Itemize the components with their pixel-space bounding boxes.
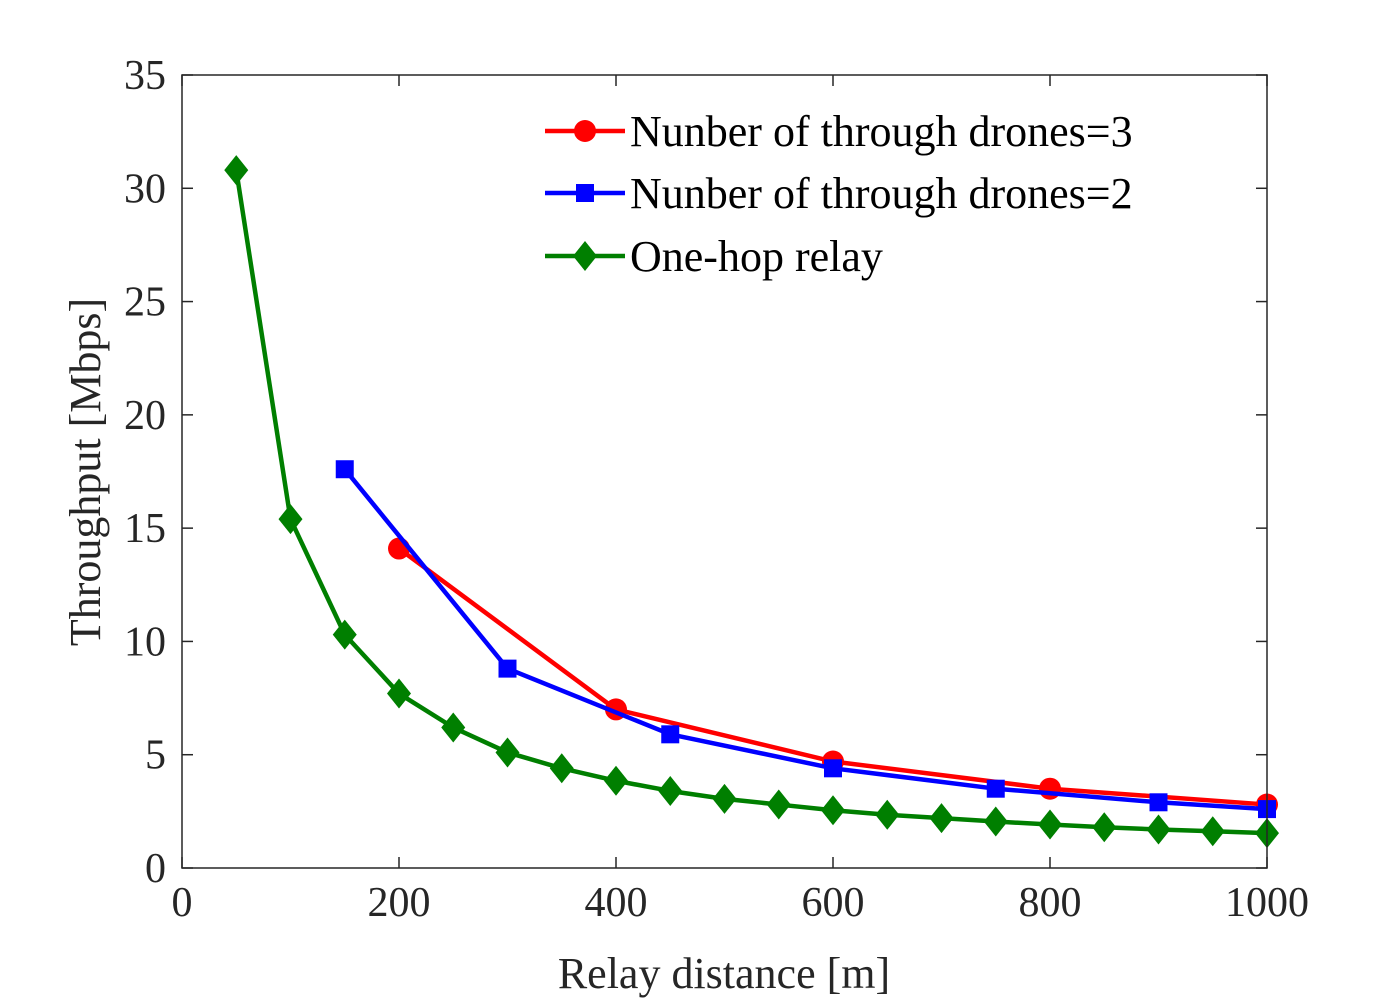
data-point xyxy=(332,619,357,650)
x-axis-title: Relay distance [m] xyxy=(558,949,890,998)
data-point xyxy=(604,765,628,796)
data-point xyxy=(986,779,1005,798)
legend-label: One-hop relay xyxy=(630,232,883,281)
data-point xyxy=(387,678,411,709)
x-tick-label: 600 xyxy=(802,880,865,926)
tick-labels: 0 200 400 600 800 1000 0 5 10 15 20 25 30 35 xyxy=(124,53,1309,926)
data-point xyxy=(495,737,520,768)
y-tick-label: 30 xyxy=(124,166,166,212)
data-point xyxy=(658,775,683,806)
y-tick-label: 5 xyxy=(145,733,166,779)
series-3 xyxy=(224,155,1279,849)
data-point xyxy=(549,753,574,784)
legend: Nunber of through drones=3 Nunber of thro… xyxy=(545,107,1133,281)
y-tick-label: 20 xyxy=(124,393,166,439)
legend-entry: Nunber of through drones=2 xyxy=(545,169,1133,218)
data-point xyxy=(929,803,954,834)
y-tick-label: 10 xyxy=(124,619,166,665)
data-point xyxy=(1038,809,1062,840)
data-point xyxy=(498,659,517,678)
x-tick-label: 0 xyxy=(172,880,193,926)
legend-label: Nunber of through drones=3 xyxy=(630,107,1133,156)
data-point xyxy=(1039,777,1061,800)
data-point xyxy=(824,759,842,778)
data-point xyxy=(278,504,303,535)
data-point xyxy=(1092,812,1117,843)
data-point xyxy=(766,789,791,820)
legend-marker xyxy=(574,120,596,142)
y-tick-label: 0 xyxy=(145,846,166,892)
x-tick-label: 400 xyxy=(585,880,648,926)
data-point xyxy=(1146,814,1171,845)
y-tick-label: 35 xyxy=(124,53,166,99)
legend-label: Nunber of through drones=2 xyxy=(630,169,1133,218)
data-point xyxy=(875,799,900,830)
x-tick-label: 200 xyxy=(368,880,431,926)
legend-entry: One-hop relay xyxy=(545,232,883,281)
y-axis-title: Throughput [Mbps] xyxy=(61,298,110,646)
legend-marker xyxy=(576,184,594,202)
data-point xyxy=(224,155,249,186)
data-point xyxy=(983,806,1008,837)
x-tick-label: 800 xyxy=(1019,880,1082,926)
series-layer xyxy=(224,155,1279,849)
series-2 xyxy=(335,460,1276,819)
x-tick-label: 1000 xyxy=(1225,880,1309,926)
axes-box xyxy=(181,74,1268,869)
legend-marker xyxy=(573,241,597,271)
data-point xyxy=(712,783,737,814)
data-point xyxy=(1149,793,1168,812)
y-tick-label: 15 xyxy=(124,506,166,552)
axes-layer xyxy=(181,74,1268,869)
data-point xyxy=(1200,816,1225,847)
data-point xyxy=(661,725,680,744)
data-point xyxy=(335,460,354,479)
data-point xyxy=(441,712,466,743)
legend-entry: Nunber of through drones=3 xyxy=(545,107,1133,156)
data-point xyxy=(821,795,845,826)
y-tick-label: 25 xyxy=(124,280,166,326)
